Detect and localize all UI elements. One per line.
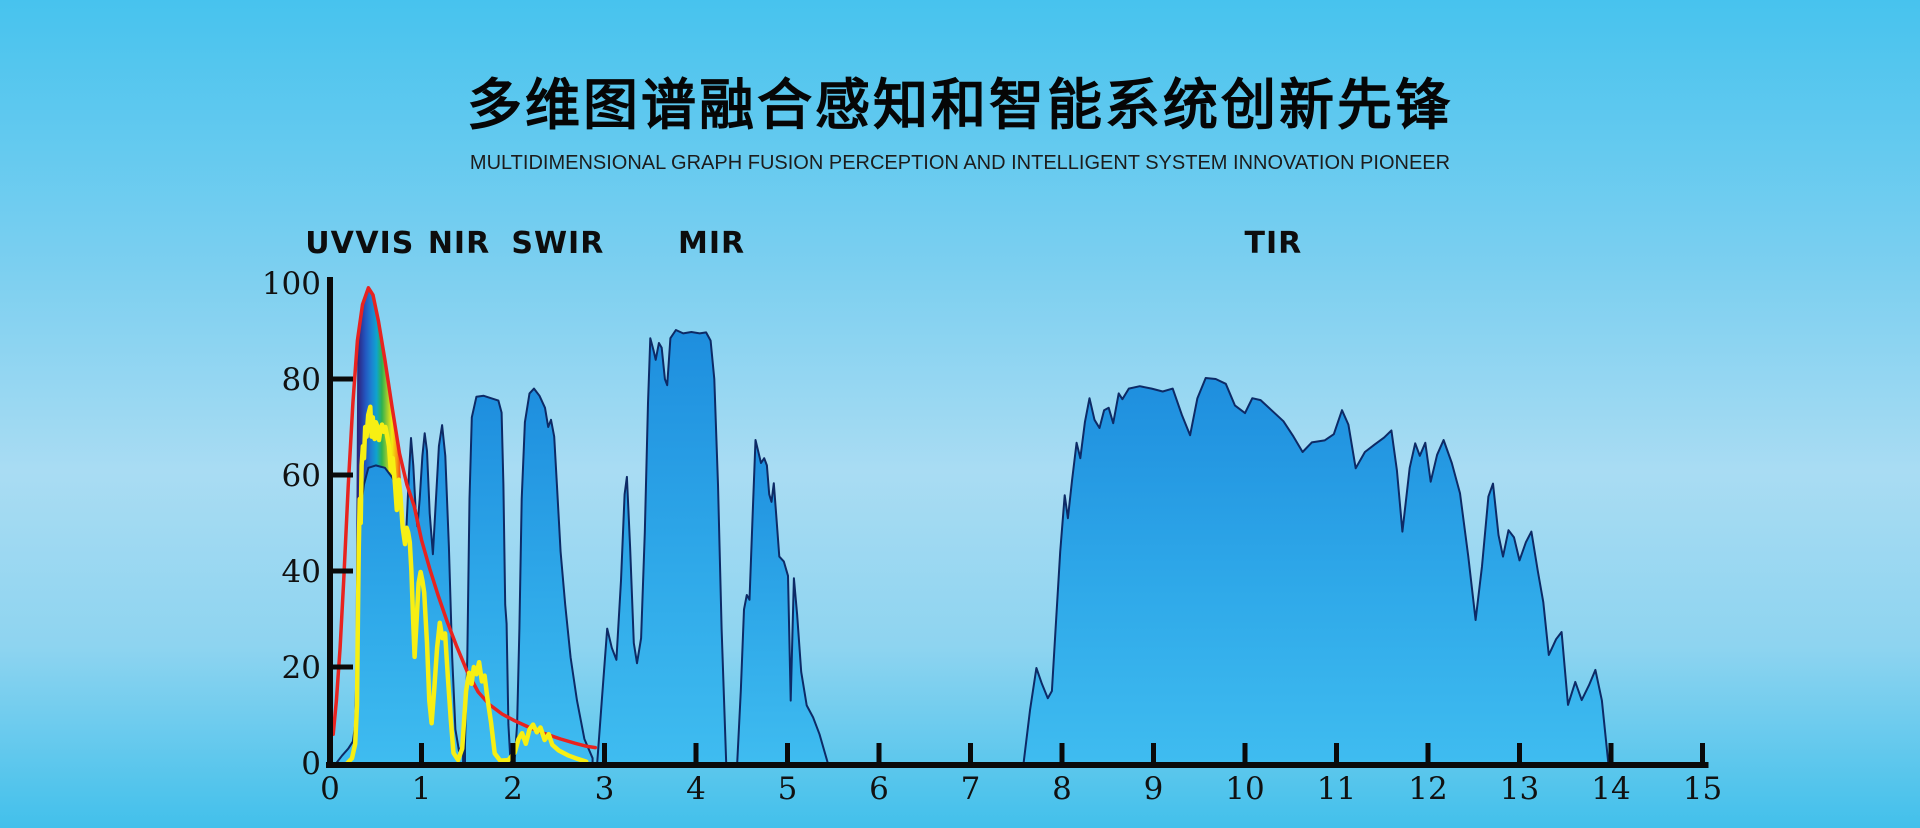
x-tick [602, 743, 607, 763]
x-tick-label: 9 [1144, 771, 1164, 807]
x-tick [968, 743, 973, 763]
y-tick [330, 568, 353, 574]
y-tick-label: 60 [282, 458, 321, 494]
y-tick [330, 472, 353, 478]
visible-spectrum-rainbow [355, 287, 404, 725]
x-tick [1517, 743, 1522, 763]
band-label: NIR [428, 226, 490, 261]
y-tick-label: 0 [301, 746, 321, 782]
x-tick-label: 8 [1052, 771, 1072, 807]
band-label: TIR [1244, 226, 1302, 261]
page-subtitle: MULTIDIMENSIONAL GRAPH FUSION PERCEPTION… [469, 152, 1451, 174]
band-label: SWIR [511, 226, 604, 261]
page-title: 多维图谱融合感知和智能系统创新先锋 [466, 73, 1453, 137]
x-tick-label: 10 [1225, 771, 1264, 807]
x-tick-label: 13 [1500, 771, 1539, 807]
x-tick-label: 0 [320, 771, 340, 807]
y-axis [327, 277, 333, 768]
x-tick [1608, 743, 1614, 763]
x-tick [1334, 743, 1339, 763]
x-tick [876, 743, 882, 763]
x-tick [419, 743, 424, 763]
x-tick [510, 743, 516, 763]
x-tick-label: 2 [503, 771, 523, 807]
x-tick [785, 743, 790, 763]
y-tick [330, 664, 353, 670]
x-tick [1700, 743, 1705, 763]
x-tick [1151, 743, 1156, 763]
x-tick [693, 743, 699, 763]
atmosphere-window-area [736, 439, 829, 764]
solar-envelope-curve [331, 286, 598, 750]
x-tick-label: 4 [686, 771, 706, 807]
x-tick-label: 5 [778, 771, 798, 807]
atmosphere-window-area [596, 329, 728, 764]
band-label: UV [305, 226, 355, 261]
x-tick-label: 15 [1683, 771, 1722, 807]
x-tick [1242, 743, 1248, 763]
atmosphere-window-area [513, 387, 594, 764]
x-axis [326, 762, 1709, 768]
y-tick-label: 100 [262, 266, 321, 302]
atmosphere-window-area [1022, 377, 1610, 764]
x-tick-label: 3 [595, 771, 615, 807]
x-tick-label: 14 [1591, 771, 1630, 807]
y-tick-label: 40 [282, 554, 321, 590]
x-tick-label: 7 [961, 771, 981, 807]
x-tick-label: 11 [1317, 771, 1356, 807]
x-tick [1425, 743, 1431, 763]
y-tick-label: 20 [282, 650, 321, 686]
band-label: MIR [678, 226, 745, 261]
band-label: VIS [355, 226, 414, 261]
x-tick-label: 12 [1408, 771, 1447, 807]
y-tick [330, 376, 353, 382]
x-tick [1059, 743, 1065, 763]
y-tick-label: 80 [282, 362, 321, 398]
x-tick-label: 6 [869, 771, 889, 807]
x-tick-label: 1 [412, 771, 432, 807]
